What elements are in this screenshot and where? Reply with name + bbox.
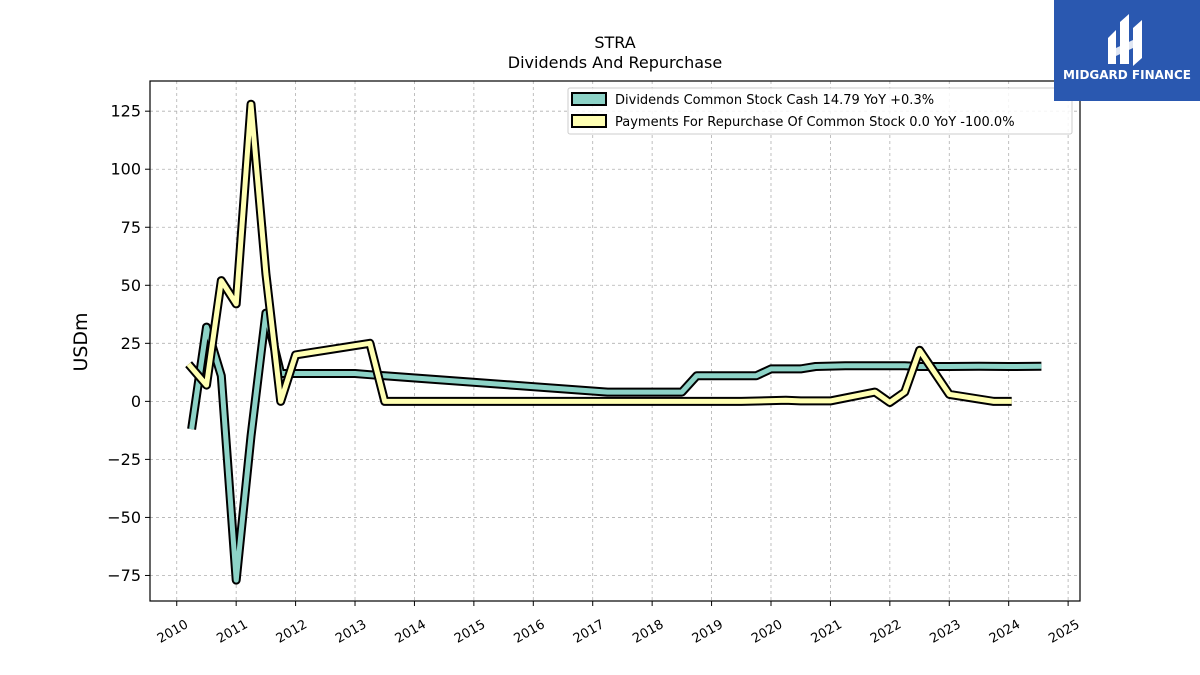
x-tick-label: 2020	[749, 617, 785, 647]
y-tick-label: 50	[121, 276, 141, 295]
y-tick-label: 25	[121, 334, 141, 353]
series-line-1	[186, 101, 1012, 405]
y-tick-label: −50	[107, 508, 141, 527]
x-tick-label: 2019	[690, 617, 726, 647]
x-tick-label: 2024	[987, 617, 1023, 647]
x-tick-label: 2023	[927, 617, 963, 647]
y-axis-label: USDm	[70, 312, 92, 371]
y-tick-label: 0	[131, 392, 141, 411]
legend-swatch-repurchase	[571, 114, 607, 128]
plot-frame	[149, 80, 1081, 602]
y-axis-ticks: 125 100 75 50 25 0 −25 −50 −75	[107, 102, 150, 585]
x-tick-label: 2017	[571, 617, 607, 647]
x-tick-label: 2016	[511, 617, 547, 647]
y-tick-label: −75	[107, 566, 141, 585]
legend: Dividends Common Stock Cash 14.79 YoY +0…	[567, 87, 1073, 135]
y-tick-label: −25	[107, 450, 141, 469]
y-tick-label: 75	[121, 218, 141, 237]
legend-swatch-dividends	[571, 92, 607, 106]
legend-label-dividends: Dividends Common Stock Cash 14.79 YoY +0…	[615, 93, 934, 108]
logo-text: MIDGARD FINANCE	[1063, 68, 1191, 82]
x-tick-label: 2025	[1046, 617, 1082, 647]
x-tick-label: 2022	[868, 617, 904, 647]
y-tick-label: 100	[110, 160, 141, 179]
x-tick-label: 2015	[452, 617, 488, 647]
midgard-finance-logo: MIDGARD FINANCE	[1054, 0, 1200, 101]
legend-frame	[567, 87, 1073, 135]
x-axis-ticks: 2010 2011 2012 2013 2014 2015 2016 2017 2018 2019…	[155, 601, 1082, 647]
x-tick-label: 2013	[333, 617, 369, 647]
chart-subtitle: Dividends And Repurchase	[508, 53, 722, 72]
x-tick-label: 2014	[393, 617, 429, 647]
x-tick-label: 2018	[630, 617, 666, 647]
chart-title: STRA	[594, 33, 635, 52]
grid	[150, 81, 1080, 601]
x-tick-label: 2011	[214, 617, 250, 647]
x-tick-label: 2010	[155, 617, 191, 647]
midgard-logo-icon	[1108, 14, 1142, 66]
x-tick-label: 2012	[274, 617, 310, 647]
y-tick-label: 125	[110, 102, 141, 121]
legend-label-repurchase: Payments For Repurchase Of Common Stock …	[615, 115, 1015, 130]
x-tick-label: 2021	[809, 617, 845, 647]
series-layer	[185, 99, 1042, 585]
series-outline-1	[185, 99, 1012, 407]
